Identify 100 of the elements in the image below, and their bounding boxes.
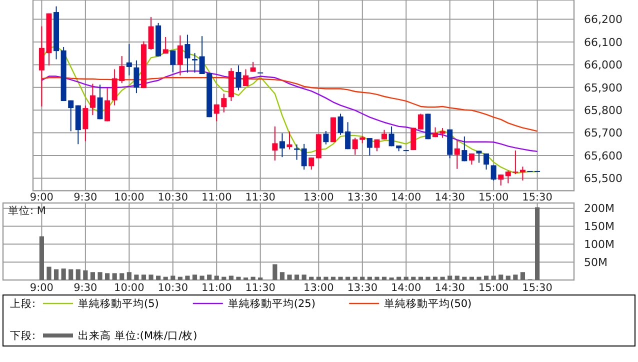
bar bbox=[134, 274, 139, 280]
bar bbox=[513, 274, 518, 280]
candlestick bbox=[272, 126, 278, 162]
legend-title: 下段: bbox=[10, 330, 36, 342]
bar bbox=[352, 276, 358, 280]
x-tick-label: 10:30 bbox=[158, 192, 188, 204]
bar bbox=[330, 276, 336, 280]
bar bbox=[280, 272, 285, 280]
candlestick bbox=[490, 164, 496, 181]
legend-title: 上段: bbox=[10, 297, 36, 310]
bar bbox=[338, 276, 343, 280]
bar bbox=[448, 276, 452, 280]
candlestick bbox=[184, 34, 190, 74]
bar bbox=[440, 276, 445, 280]
y-tick-label: 50M bbox=[584, 256, 608, 269]
x-tick-label: 13:00 bbox=[304, 192, 334, 204]
bar bbox=[382, 276, 387, 280]
bar bbox=[83, 270, 88, 280]
x-tick-label: 10:30 bbox=[158, 282, 188, 294]
bar bbox=[367, 276, 372, 280]
candlestick bbox=[308, 157, 314, 170]
bar bbox=[163, 276, 168, 280]
y-tick-label: 65,700 bbox=[584, 126, 622, 140]
x-tick-label: 15:00 bbox=[478, 192, 509, 204]
candlestick bbox=[294, 144, 300, 160]
candlestick bbox=[279, 132, 285, 158]
candlestick bbox=[323, 130, 329, 145]
bar bbox=[178, 276, 182, 280]
bar bbox=[506, 276, 510, 280]
bar bbox=[61, 268, 66, 280]
bar bbox=[236, 276, 241, 280]
x-tick-label: 13:30 bbox=[347, 192, 378, 204]
candlestick bbox=[418, 113, 424, 130]
candlestick bbox=[476, 150, 482, 164]
candlestick bbox=[126, 44, 132, 76]
x-tick-label: 14:00 bbox=[390, 192, 422, 204]
bar bbox=[120, 273, 124, 280]
bar bbox=[432, 276, 438, 280]
bar bbox=[192, 274, 198, 280]
candlestick bbox=[134, 60, 140, 94]
x-tick-label: 15:30 bbox=[522, 192, 552, 204]
x-tick-label: 11:30 bbox=[245, 192, 276, 204]
y-tick-label: 66,100 bbox=[584, 36, 622, 49]
bar bbox=[294, 274, 300, 280]
candlestick bbox=[498, 174, 504, 186]
candlestick bbox=[440, 128, 446, 138]
x-tick-label: 9:00 bbox=[30, 282, 54, 294]
bar bbox=[272, 264, 278, 280]
candlestick bbox=[90, 83, 96, 116]
legend-label: 出来高 単位:(M株/口/枚) bbox=[78, 329, 198, 342]
x-tick-label: 9:30 bbox=[74, 282, 98, 294]
bar bbox=[76, 269, 80, 280]
candlestick bbox=[484, 152, 490, 170]
bar bbox=[469, 276, 474, 280]
x-tick-label: 13:00 bbox=[304, 282, 334, 294]
y-tick-label: 200M bbox=[584, 202, 614, 216]
bar bbox=[360, 276, 365, 280]
bar bbox=[374, 276, 380, 280]
candlestick bbox=[170, 50, 176, 72]
x-tick-label: 11:00 bbox=[201, 282, 232, 294]
bar bbox=[170, 276, 176, 280]
bar bbox=[54, 269, 59, 280]
bar bbox=[46, 266, 52, 280]
x-tick-label: 9:00 bbox=[30, 192, 54, 204]
bar bbox=[396, 276, 402, 280]
bar bbox=[476, 276, 482, 280]
bar bbox=[250, 276, 256, 280]
x-tick-label: 15:00 bbox=[478, 282, 509, 294]
bar bbox=[454, 276, 460, 280]
bar bbox=[535, 207, 540, 280]
bar bbox=[309, 276, 314, 280]
bar bbox=[148, 274, 154, 280]
bar bbox=[39, 236, 44, 280]
candlestick bbox=[192, 52, 198, 74]
bar bbox=[112, 273, 117, 280]
y-tick-label: 100M bbox=[584, 238, 614, 252]
bar bbox=[418, 276, 423, 280]
bar bbox=[200, 276, 204, 280]
candlestick bbox=[381, 129, 387, 140]
x-tick-label: 13:30 bbox=[347, 282, 378, 294]
x-tick-label: 14:30 bbox=[434, 192, 465, 204]
candlestick bbox=[162, 36, 168, 54]
legend-label: 単純移動平均(25) bbox=[228, 298, 316, 310]
bar bbox=[302, 274, 306, 280]
candlestick bbox=[520, 166, 526, 181]
candlestick bbox=[454, 140, 460, 170]
candlestick bbox=[462, 136, 468, 162]
bar bbox=[222, 276, 226, 280]
bar bbox=[98, 272, 102, 280]
bar bbox=[228, 276, 234, 280]
candlestick bbox=[82, 105, 88, 142]
bar bbox=[346, 276, 350, 280]
x-tick-label: 14:30 bbox=[434, 282, 465, 294]
x-tick-label: 10:00 bbox=[114, 282, 144, 294]
y-tick-label: 65,600 bbox=[584, 149, 622, 162]
y-tick-label: 66,200 bbox=[584, 13, 622, 26]
y-tick-label: 65,900 bbox=[584, 81, 622, 94]
x-tick-label: 15:30 bbox=[522, 282, 552, 294]
x-tick-label: 9:30 bbox=[74, 192, 98, 204]
bar bbox=[520, 272, 526, 280]
